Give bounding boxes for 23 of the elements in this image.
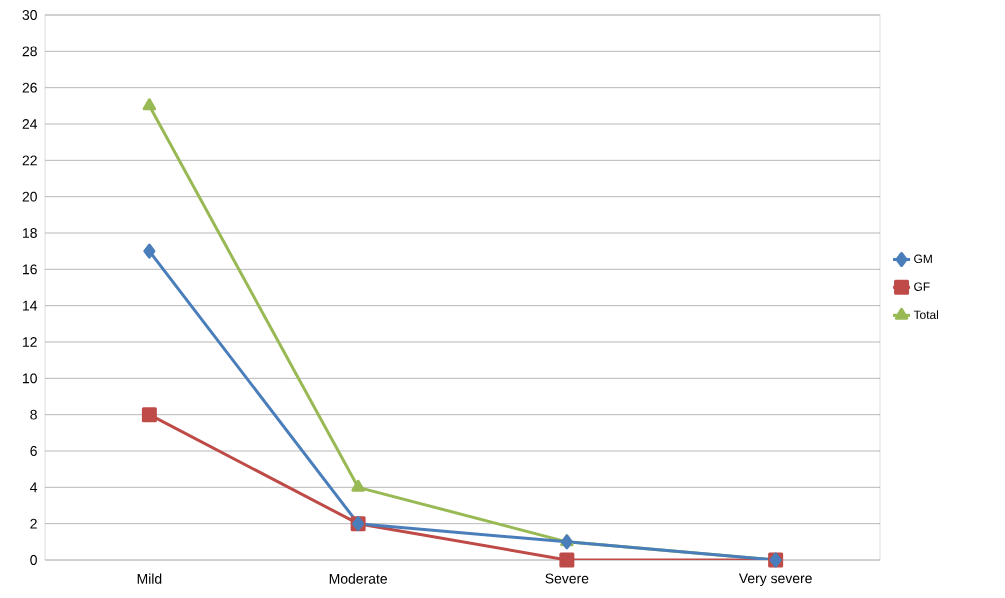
y-tick-label: 22 bbox=[22, 155, 37, 166]
y-tick-label: 30 bbox=[22, 10, 37, 20]
x-tick-label: Severe bbox=[545, 573, 589, 584]
y-tick-label: 18 bbox=[23, 228, 37, 238]
y-tick-label: 2 bbox=[30, 518, 37, 529]
y-tick-label: 6 bbox=[30, 446, 37, 456]
y-tick-label: 24 bbox=[22, 119, 38, 129]
y-tick-label: 28 bbox=[22, 46, 37, 57]
y-tick-label: 4 bbox=[30, 482, 38, 493]
y-tick-label: 0 bbox=[30, 555, 37, 565]
legend-label: GM bbox=[914, 254, 932, 264]
y-tick-label: 14 bbox=[23, 300, 38, 311]
y-tick-label: 8 bbox=[30, 409, 37, 420]
y-tick-label: 16 bbox=[23, 264, 37, 275]
x-tick-label: Very severe bbox=[738, 573, 812, 587]
legend-label: GF bbox=[914, 282, 930, 291]
x-tick-label: Moderate bbox=[329, 573, 387, 584]
y-tick-label: 10 bbox=[23, 373, 37, 384]
x-tick-label: Mild bbox=[137, 573, 162, 584]
y-tick-label: 20 bbox=[22, 191, 37, 202]
legend-label: Total bbox=[913, 310, 939, 320]
y-tick-label: 26 bbox=[22, 82, 37, 93]
y-tick-label: 12 bbox=[23, 337, 37, 347]
